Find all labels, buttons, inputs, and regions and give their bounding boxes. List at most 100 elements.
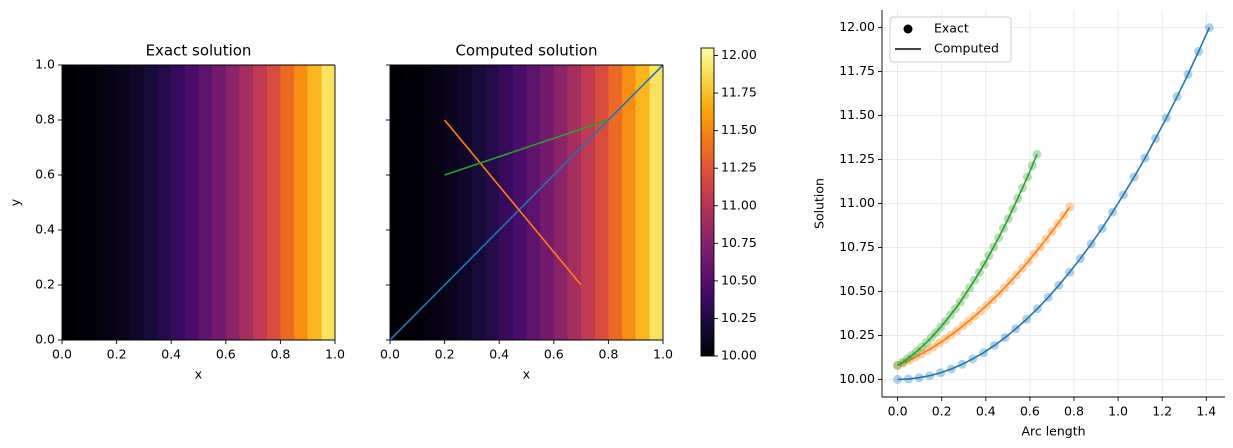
x-tick-label: 0.2: [932, 404, 952, 419]
legend-marker: [903, 24, 913, 34]
colorbar-tick-label: 10.25: [721, 310, 757, 325]
y-tick-label: 0.0: [35, 332, 55, 347]
heatmap-cell: [253, 65, 268, 340]
x-tick-label: 0.2: [107, 347, 127, 362]
y-tick-label: 12.00: [839, 19, 875, 34]
y-tick-label: 10.00: [839, 371, 875, 386]
heatmap-cell: [540, 65, 555, 340]
y-tick-label: 1.0: [35, 57, 55, 72]
x-tick-label: 1.4: [1196, 404, 1216, 419]
y-tick-label: 11.00: [839, 195, 875, 210]
heatmap-cell: [649, 65, 664, 340]
heatmap-cell: [130, 65, 145, 340]
heatmap-cell: [62, 65, 77, 340]
y-axis-label: y: [8, 198, 23, 206]
colorbar-tick-label: 10.00: [721, 348, 757, 363]
heatmap-cell: [198, 65, 213, 340]
sample-line: [444, 119, 609, 176]
x-tick-label: 0.0: [380, 347, 400, 362]
colorbar-tick-label: 11.00: [721, 197, 757, 212]
colorbar: [700, 47, 715, 357]
x-axis-label: x: [523, 367, 530, 382]
heatmap-cell: [430, 65, 446, 340]
y-tick-label: 0.8: [35, 112, 55, 127]
colorbar-tick-label: 10.75: [721, 235, 757, 250]
heatmap-cell: [89, 65, 104, 340]
x-tick-label: 1.2: [1152, 404, 1172, 419]
x-tick-label: 0.0: [52, 347, 72, 362]
heatmap-cell: [225, 65, 241, 340]
heatmap-cell: [239, 65, 254, 340]
heatmap-cell: [184, 65, 200, 340]
heatmap-cell: [294, 65, 309, 340]
x-axis-label: x: [195, 367, 202, 382]
heatmap-cell: [458, 65, 473, 340]
y-tick-label: 11.75: [839, 63, 875, 78]
legend-label: Computed: [934, 41, 999, 56]
heatmap-cell: [102, 65, 118, 340]
heatmap-cell: [417, 65, 432, 340]
legend-label: Exact: [934, 21, 969, 36]
y-tick-label: 0.2: [35, 277, 55, 292]
heatmap-cell: [390, 65, 405, 340]
heatmap-cell: [526, 65, 541, 340]
computed-line: [897, 206, 1071, 367]
y-tick-label: 11.50: [839, 107, 875, 122]
y-axis-label: Solution: [812, 178, 827, 229]
heatmap-cell: [608, 65, 623, 340]
heatmap-cell: [75, 65, 90, 340]
heatmap-cell: [485, 65, 500, 340]
x-tick-label: 0.4: [161, 347, 181, 362]
x-tick-label: 0.6: [216, 347, 236, 362]
heatmap-cell: [321, 65, 336, 340]
x-tick-label: 0.2: [435, 347, 455, 362]
y-tick-label: 11.25: [839, 151, 875, 166]
x-tick-label: 0.4: [489, 347, 509, 362]
y-tick-label: 10.25: [839, 327, 875, 342]
heatmap-cell: [157, 65, 172, 340]
x-tick-label: 0.8: [598, 347, 618, 362]
heatmap-cell: [622, 65, 637, 340]
x-tick-label: 0.6: [544, 347, 564, 362]
heatmap-cell: [567, 65, 582, 340]
sample-line: [443, 119, 582, 286]
heatmap-cell: [266, 65, 281, 340]
heatmap-cell: [212, 65, 227, 340]
x-tick-label: 1.0: [1108, 404, 1128, 419]
heatmap-cell: [444, 65, 459, 340]
y-tick-label: 10.50: [839, 283, 875, 298]
computed-line: [897, 27, 1211, 381]
heatmap-cell: [471, 65, 487, 340]
heatmap-cell: [307, 65, 322, 340]
heatmap-cell: [499, 65, 514, 340]
x-tick-label: 1.0: [325, 347, 345, 362]
x-axis-label: Arc length: [1021, 424, 1085, 439]
y-tick-label: 10.75: [839, 239, 875, 254]
x-tick-label: 0.6: [1020, 404, 1040, 419]
heatmap-cell: [143, 65, 159, 340]
heatmap-cell: [553, 65, 569, 340]
heatmap-cell: [280, 65, 295, 340]
x-tick-label: 0.8: [1064, 404, 1084, 419]
computed-line: [897, 153, 1038, 367]
heatmap-cell: [635, 65, 650, 340]
x-tick-label: 1.0: [653, 347, 673, 362]
heatmap-cell: [116, 65, 131, 340]
y-tick-label: 0.4: [35, 222, 55, 237]
x-tick-label: 0.8: [270, 347, 290, 362]
panel-title: Computed solution: [455, 42, 597, 60]
x-tick-label: 0.0: [888, 404, 908, 419]
panel-title: Exact solution: [146, 42, 252, 60]
heatmap-cell: [403, 65, 418, 340]
exact-point: [1204, 23, 1214, 33]
colorbar-tick-label: 11.50: [721, 122, 757, 137]
colorbar-tick-label: 11.75: [721, 85, 757, 100]
heatmap-cell: [594, 65, 609, 340]
heatmap-cell: [512, 65, 528, 340]
heatmap-cell: [581, 65, 596, 340]
legend-box: [889, 16, 1012, 63]
colorbar-tick-label: 10.50: [721, 272, 757, 287]
sample-line: [389, 64, 664, 341]
y-tick-label: 0.6: [35, 167, 55, 182]
